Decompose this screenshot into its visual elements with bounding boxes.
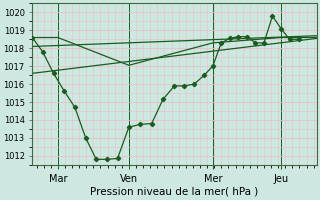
X-axis label: Pression niveau de la mer( hPa ): Pression niveau de la mer( hPa ) — [90, 187, 259, 197]
